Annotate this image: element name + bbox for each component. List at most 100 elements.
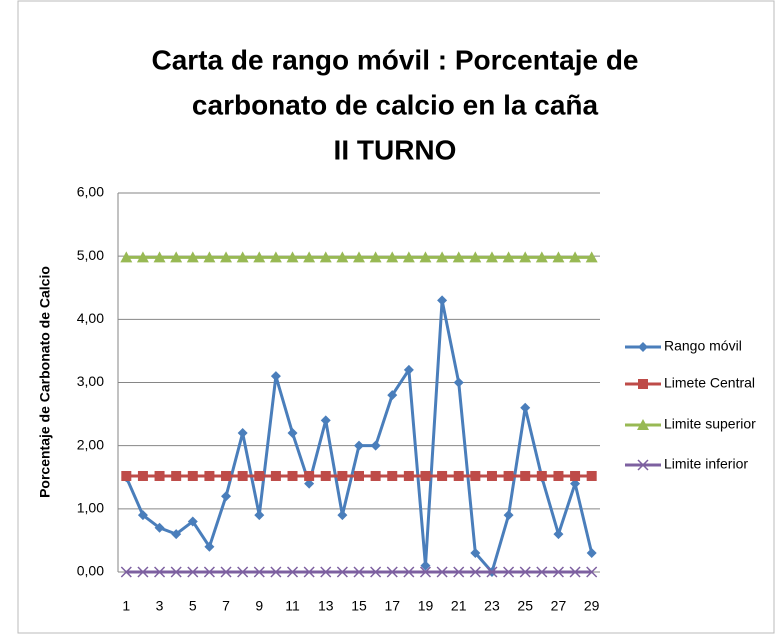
x-tick-label: 25 [517,598,533,614]
point [221,470,232,481]
point [336,566,348,578]
y-tick-label: 3,00 [77,373,104,389]
point [503,566,515,578]
point [187,516,198,527]
y-tick-label: 4,00 [77,310,104,326]
y-tick-label: 5,00 [77,247,104,263]
point [254,510,265,521]
point [137,566,149,578]
legend-marker [637,419,649,430]
x-tick-label: 9 [255,598,263,614]
point [403,566,415,578]
point [369,251,382,263]
point [137,510,148,521]
legend-label: Limete Central [664,375,755,391]
y-tick-label: 0,00 [77,563,104,579]
point [270,371,281,382]
point [486,470,497,481]
point [337,470,348,481]
point [187,470,198,481]
point [586,548,597,559]
point [586,470,597,481]
point [171,529,182,540]
chart-frame [17,0,775,634]
point [503,470,514,481]
point [287,470,298,481]
x-tick-label: 15 [351,598,367,614]
y-tick-label: 2,00 [77,436,104,452]
point [320,415,331,426]
point [553,529,564,540]
x-tick-label: 23 [484,598,500,614]
point [304,470,315,481]
x-tick-label: 3 [156,598,164,614]
point [420,470,431,481]
point [469,566,481,578]
point [552,566,564,578]
point [187,566,199,578]
point [154,522,165,533]
y-axis-label: Porcentaje de Carbonato de Calcio [37,266,53,498]
point [353,566,365,578]
point [171,470,182,481]
x-tick-label: 29 [584,598,600,614]
point [286,251,299,263]
x-tick-label: 1 [122,598,130,614]
point [536,470,547,481]
point [204,470,215,481]
point [170,251,183,263]
point [153,251,166,263]
point [552,251,565,263]
point [453,470,464,481]
y-tick-label: 1,00 [77,500,104,516]
point [287,428,298,439]
point [220,566,232,578]
x-tick-label: 19 [418,598,434,614]
point [221,491,232,502]
point [270,566,282,578]
legend-marker [638,342,648,352]
legend-marker [638,379,648,389]
x-tick-label: 17 [384,598,400,614]
point [437,470,448,481]
point [386,566,398,578]
point [353,251,365,263]
point [520,402,531,413]
x-tick-label: 27 [551,598,567,614]
x-tick-label: 11 [285,598,300,614]
point [237,428,248,439]
point [120,251,133,263]
legend-label: Limite inferior [664,456,748,472]
point [485,251,498,263]
point [387,470,398,481]
point [570,470,581,481]
x-tick-label: 13 [318,598,334,614]
point [570,478,581,489]
point [120,566,132,578]
y-tick-label: 6,00 [77,184,104,200]
point [469,251,482,263]
point [320,566,332,578]
point [303,251,316,263]
point [453,377,464,388]
point [121,470,132,481]
point [386,251,399,263]
point [486,566,498,578]
chart-title: Carta de rango móvil : Porcentaje de [151,44,638,75]
x-tick-label: 5 [189,598,197,614]
chart-title: carbonato de calcio en la caña [192,89,599,120]
point [269,251,282,263]
point [569,566,581,578]
legend-marker [637,459,649,471]
point [237,470,248,481]
point [237,566,249,578]
x-tick-label: 7 [222,598,230,614]
point [519,251,532,263]
point [304,478,315,489]
point [370,566,382,578]
x-tick-label: 21 [451,598,467,614]
point [336,251,349,263]
point [203,251,216,263]
point [319,251,332,263]
